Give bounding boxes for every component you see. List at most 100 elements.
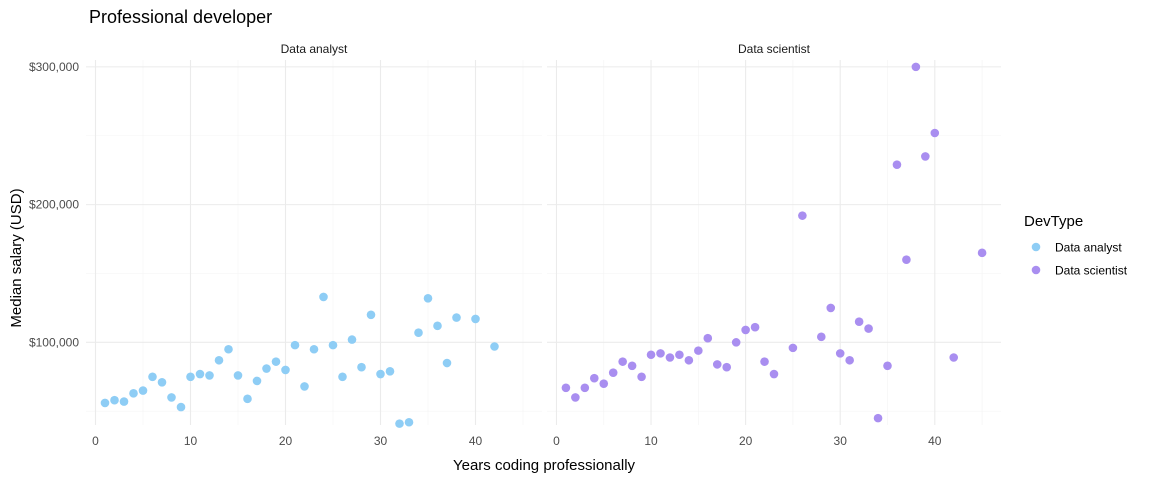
data-point: [148, 372, 157, 382]
facet-panel-data-scientist: Data scientist 0 10 20 30 40: [547, 42, 1001, 448]
data-point: [252, 376, 262, 386]
data-point: [309, 344, 319, 354]
legend-items: Data analyst Data scientist: [1031, 241, 1128, 278]
data-point: [186, 372, 195, 382]
data-point: [902, 255, 911, 265]
data-point: [300, 382, 309, 391]
data-point: [281, 365, 290, 375]
legend-label: Data scientist: [1055, 264, 1128, 278]
data-point: [243, 394, 252, 404]
data-point: [835, 349, 845, 358]
data-point: [977, 248, 987, 258]
x-tick-label: 30: [834, 434, 848, 448]
data-point: [385, 366, 395, 376]
data-point: [167, 393, 176, 402]
data-point: [119, 397, 129, 406]
data-point: [589, 373, 599, 383]
data-point: [665, 353, 675, 362]
y-tick-label: $200,000: [29, 198, 79, 212]
data-point: [357, 362, 366, 372]
data-point: [157, 378, 167, 387]
legend-item: Data analyst: [1031, 241, 1122, 255]
x-tick-label: 20: [739, 434, 753, 448]
facet-strip-label-data-analyst: Data analyst: [281, 42, 348, 56]
data-point: [580, 383, 590, 393]
chart-title: Professional developer: [89, 7, 272, 27]
data-point: [176, 402, 186, 412]
data-point: [816, 332, 826, 342]
data-point: [637, 372, 646, 382]
legend: DevType Data analyst Data scientist: [1024, 213, 1128, 278]
data-point: [233, 371, 243, 380]
data-point: [271, 357, 281, 366]
facet-strip-label-data-scientist: Data scientist: [738, 42, 811, 56]
data-point: [395, 419, 404, 428]
x-axis-title: Years coding professionally: [453, 457, 636, 474]
data-point: [854, 317, 864, 326]
data-point: [627, 361, 637, 371]
data-point: [646, 350, 656, 360]
data-point: [741, 325, 750, 335]
x-tick-label: 10: [184, 434, 198, 448]
data-point: [338, 372, 347, 382]
data-point: [826, 303, 836, 313]
data-point: [722, 362, 732, 372]
data-point: [731, 338, 741, 347]
data-point: [100, 398, 110, 408]
data-point: [471, 314, 480, 324]
data-point: [214, 355, 224, 365]
data-point: [347, 335, 357, 344]
data-point: [712, 360, 722, 369]
data-point: [949, 353, 959, 362]
data-point: [195, 369, 205, 379]
data-point: [703, 333, 713, 343]
data-point: [608, 368, 618, 377]
panel-grid-data-scientist: [547, 60, 1001, 425]
data-point: [561, 383, 571, 393]
data-point: [328, 340, 338, 350]
x-tick-label: 20: [279, 434, 293, 448]
data-point: [769, 369, 779, 379]
points-data-scientist: [561, 62, 987, 423]
data-point: [911, 62, 921, 72]
data-point: [290, 340, 300, 350]
data-point: [433, 321, 442, 331]
data-point: [224, 344, 233, 354]
data-point: [656, 349, 665, 358]
data-point: [930, 128, 940, 138]
data-point: [788, 343, 798, 353]
x-tick-label: 40: [469, 434, 483, 448]
data-point: [376, 369, 385, 379]
data-point: [883, 361, 892, 371]
legend-item: Data scientist: [1031, 264, 1128, 278]
data-point: [921, 152, 930, 161]
y-axis-ticks: $100,000 $200,000 $300,000: [29, 60, 79, 349]
x-ticks-data-scientist: 0 10 20 30 40: [553, 434, 942, 448]
data-point: [864, 324, 873, 333]
legend-label: Data analyst: [1055, 241, 1122, 255]
y-tick-label: $300,000: [29, 60, 79, 74]
x-tick-label: 10: [644, 434, 658, 448]
y-tick-label: $100,000: [29, 335, 79, 349]
legend-key: [1031, 265, 1041, 275]
panel-grid-data-analyst: [86, 60, 542, 425]
data-point: [319, 292, 328, 302]
facet-panel-data-analyst: Data analyst 0 10 20 30 40: [86, 42, 542, 448]
x-tick-label: 0: [92, 434, 99, 448]
data-point: [694, 346, 703, 355]
data-point: [892, 160, 902, 169]
data-point: [618, 357, 627, 366]
points-data-analyst: [100, 292, 499, 428]
data-point: [873, 413, 883, 423]
data-point: [442, 358, 452, 368]
data-point: [490, 342, 499, 351]
x-tick-label: 30: [374, 434, 388, 448]
data-point: [845, 355, 854, 365]
data-point: [571, 393, 580, 402]
data-point: [798, 211, 807, 220]
x-tick-label: 0: [553, 434, 560, 448]
data-point: [262, 364, 271, 373]
data-point: [138, 386, 148, 395]
data-point: [205, 371, 214, 380]
y-axis-title: Median salary (USD): [8, 188, 25, 327]
